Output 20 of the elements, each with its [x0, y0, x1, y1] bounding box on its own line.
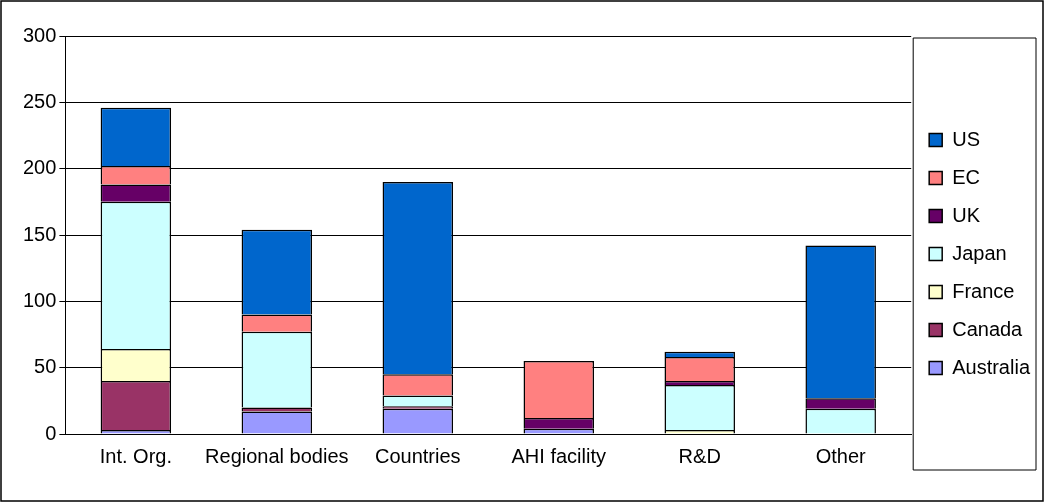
- y-tick-label: 250: [22, 89, 57, 112]
- legend-label: France: [952, 279, 1015, 302]
- legend-label: US: [952, 127, 980, 150]
- legend-label: EC: [952, 165, 980, 188]
- y-tick-label: 50: [34, 355, 57, 378]
- legend-label: Australia: [952, 355, 1031, 378]
- x-tick-label: Countries: [374, 444, 461, 467]
- legend-label: Japan: [952, 241, 1007, 264]
- x-tick-label: Int. Org.: [99, 444, 172, 467]
- x-tick-label: AHI facility: [511, 444, 606, 467]
- y-tick-label: 0: [45, 421, 57, 444]
- x-tick-label: Other: [815, 444, 867, 467]
- legend-label: Canada: [952, 317, 1024, 340]
- x-tick-label: R&D: [678, 444, 721, 467]
- y-tick-label: 150: [22, 222, 57, 245]
- y-tick-label: 100: [22, 288, 57, 311]
- x-tick-label: Regional bodies: [205, 444, 349, 467]
- legend-label: UK: [952, 203, 981, 226]
- y-tick-label: 200: [22, 156, 57, 179]
- y-tick-label: 300: [22, 23, 57, 46]
